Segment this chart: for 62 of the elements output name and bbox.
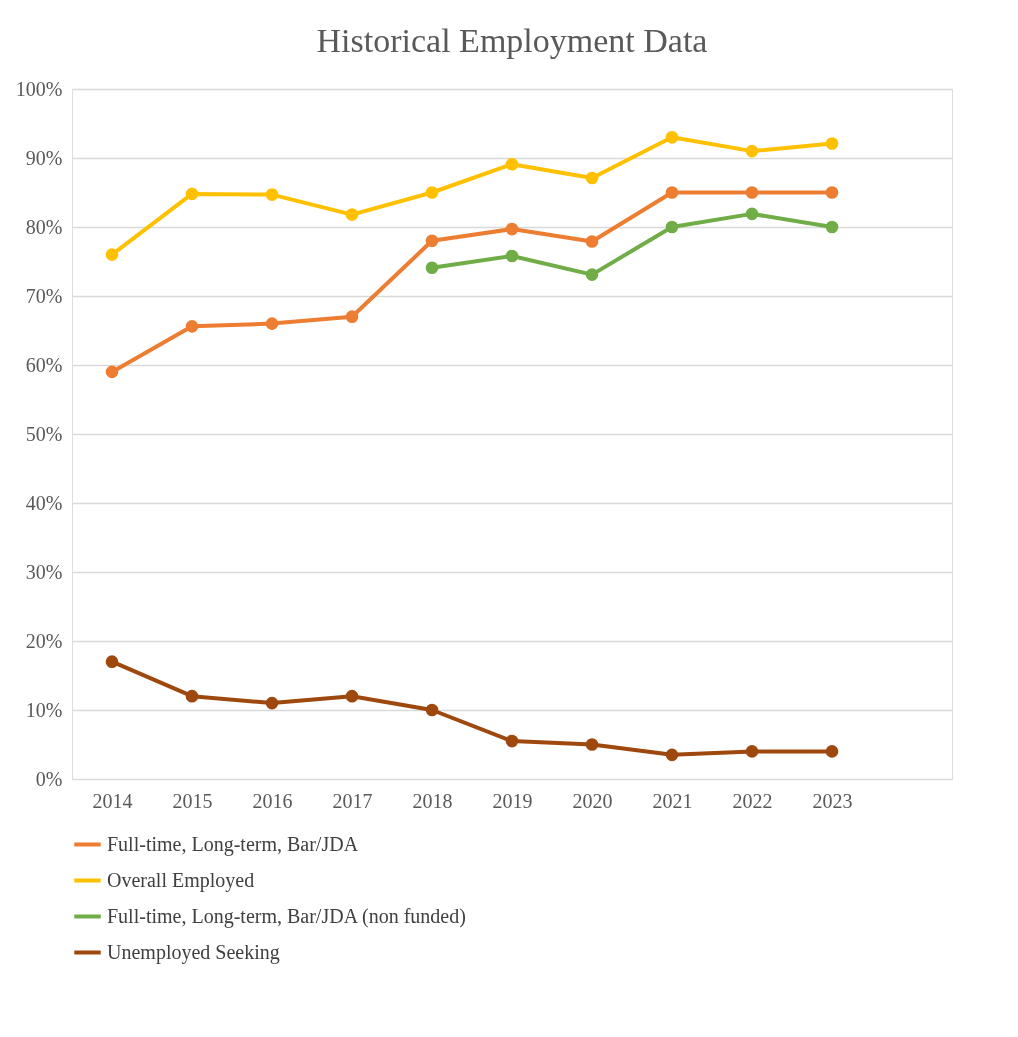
point — [105, 365, 119, 379]
point — [585, 171, 599, 185]
y-tick-label: 20% — [25, 629, 63, 652]
y-tick-label: 80% — [25, 215, 63, 238]
y-tick-label: 50% — [25, 422, 63, 445]
point — [105, 248, 119, 261]
point — [665, 220, 679, 234]
point — [265, 317, 279, 330]
point — [425, 186, 439, 199]
point — [265, 188, 279, 201]
point — [745, 745, 759, 758]
point — [665, 130, 679, 144]
x-tick-label: 2023 — [812, 789, 853, 812]
point — [745, 186, 759, 199]
chart-title: Historical Employment Data — [316, 22, 708, 59]
point — [105, 655, 119, 669]
y-tick-label: 70% — [25, 284, 63, 307]
point — [425, 261, 439, 275]
point — [425, 703, 439, 717]
x-tick-label: 2019 — [492, 789, 533, 812]
point — [505, 222, 519, 236]
point — [665, 186, 679, 199]
point — [345, 310, 359, 324]
y-tick-label: 100% — [15, 77, 63, 100]
x-tick-label: 2018 — [412, 789, 453, 812]
x-tick-label: 2022 — [732, 789, 773, 812]
point — [345, 689, 359, 703]
point — [185, 689, 199, 703]
x-tick-label: 2021 — [652, 789, 693, 812]
point — [825, 137, 839, 150]
point — [665, 748, 679, 762]
point — [825, 745, 839, 758]
point — [585, 235, 599, 248]
point — [185, 320, 199, 333]
x-tick-label: 2020 — [572, 789, 613, 812]
legend-label: Full-time, Long-term, Bar/JDA — [107, 832, 359, 856]
point — [745, 207, 759, 221]
y-tick-label: 60% — [25, 353, 63, 376]
x-tick-label: 2016 — [252, 789, 293, 812]
x-tick-label: 2017 — [332, 789, 373, 812]
point — [505, 249, 519, 263]
point — [185, 187, 199, 201]
y-tick-label: 30% — [25, 560, 63, 583]
point — [745, 144, 759, 158]
x-tick-label: 2014 — [92, 789, 133, 812]
y-tick-label: 0% — [35, 767, 63, 790]
x-tick-label: 2015 — [172, 789, 213, 812]
point — [505, 734, 519, 748]
point — [425, 234, 439, 248]
legend-label: Unemployed Seeking — [107, 940, 280, 964]
y-tick-label: 40% — [25, 491, 63, 514]
point — [825, 186, 839, 199]
point — [585, 268, 599, 281]
y-tick-label: 90% — [25, 146, 63, 169]
point — [345, 208, 359, 221]
point — [585, 738, 599, 751]
legend-label: Full-time, Long-term, Bar/JDA (non funded) — [107, 904, 466, 928]
point — [505, 157, 519, 171]
legend-label: Overall Employed — [107, 868, 255, 892]
point — [265, 696, 279, 710]
y-tick-label: 10% — [25, 698, 63, 721]
point — [825, 220, 839, 234]
